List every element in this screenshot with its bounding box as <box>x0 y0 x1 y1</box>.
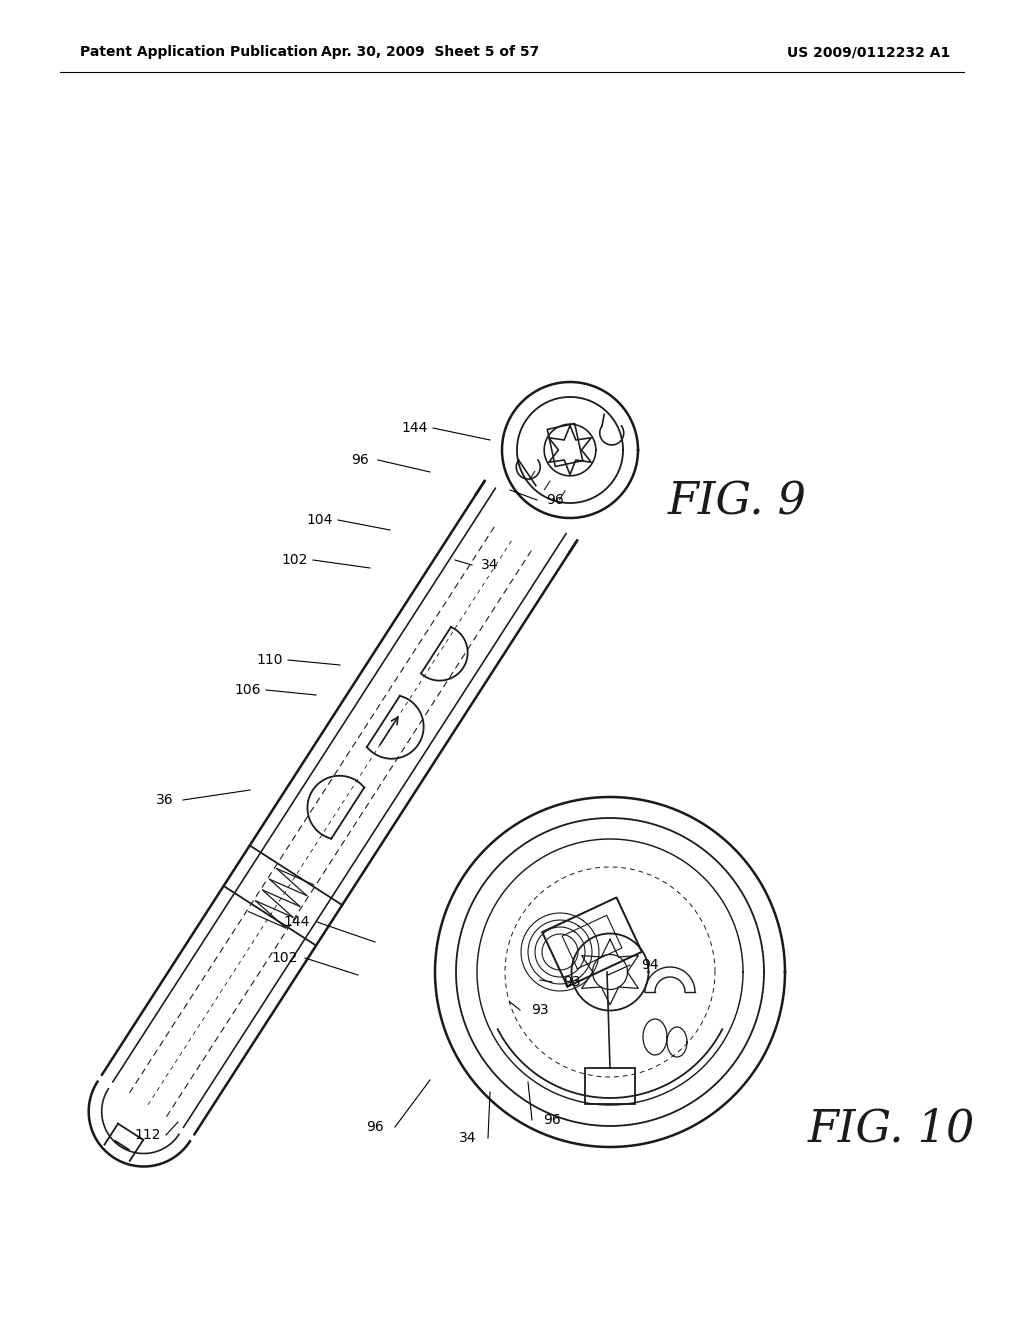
Text: FIG. 9: FIG. 9 <box>668 480 807 523</box>
Text: 96: 96 <box>543 1113 561 1127</box>
Text: 34: 34 <box>459 1131 477 1144</box>
Text: FIG. 10: FIG. 10 <box>807 1107 975 1150</box>
Text: 34: 34 <box>481 558 499 572</box>
Text: 36: 36 <box>157 793 174 807</box>
Text: 112: 112 <box>135 1129 161 1142</box>
Text: 93: 93 <box>531 1003 549 1016</box>
Text: 106: 106 <box>234 682 261 697</box>
Text: 110: 110 <box>257 653 284 667</box>
Text: 144: 144 <box>284 915 310 929</box>
Text: 93: 93 <box>563 975 581 989</box>
Text: Patent Application Publication: Patent Application Publication <box>80 45 317 59</box>
Text: US 2009/0112232 A1: US 2009/0112232 A1 <box>786 45 950 59</box>
Text: 96: 96 <box>546 492 564 507</box>
Text: 102: 102 <box>282 553 308 568</box>
Text: 102: 102 <box>271 950 298 965</box>
Text: 94: 94 <box>641 958 658 972</box>
Text: 96: 96 <box>351 453 369 467</box>
Text: 96: 96 <box>367 1119 384 1134</box>
Text: 104: 104 <box>307 513 333 527</box>
Text: 144: 144 <box>401 421 428 436</box>
Text: Apr. 30, 2009  Sheet 5 of 57: Apr. 30, 2009 Sheet 5 of 57 <box>321 45 539 59</box>
